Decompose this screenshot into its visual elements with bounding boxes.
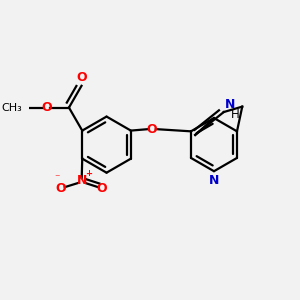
Text: O: O [56, 182, 66, 195]
Text: H: H [231, 108, 240, 121]
Text: CH₃: CH₃ [1, 103, 22, 112]
Text: O: O [147, 123, 158, 136]
Text: O: O [41, 101, 52, 114]
Text: N: N [225, 98, 236, 111]
Text: +: + [85, 169, 92, 178]
Text: N: N [76, 174, 87, 187]
Text: O: O [97, 182, 107, 195]
Text: ⁻: ⁻ [55, 173, 60, 183]
Text: N: N [209, 174, 219, 187]
Text: O: O [76, 71, 87, 84]
